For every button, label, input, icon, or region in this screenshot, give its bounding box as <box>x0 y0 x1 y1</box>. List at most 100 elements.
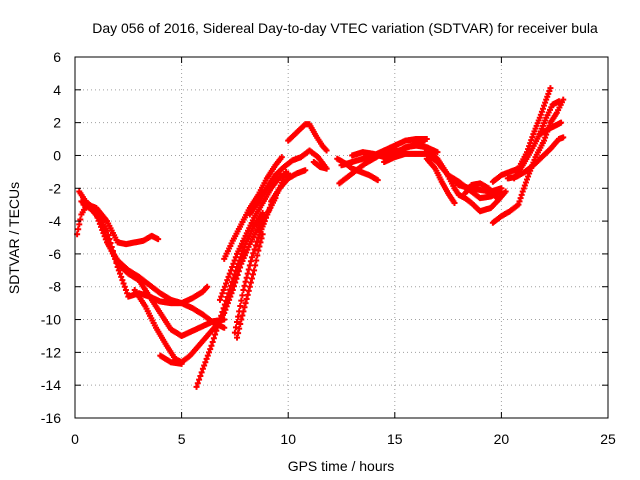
data-point <box>115 267 122 274</box>
data-point <box>221 324 228 331</box>
data-point <box>558 119 565 126</box>
data-point <box>101 228 108 235</box>
y-tick-label: -6 <box>49 246 62 262</box>
y-tick-label: 2 <box>53 115 61 131</box>
data-point <box>539 105 546 112</box>
series-track-15 <box>310 159 330 172</box>
y-tick-label: 6 <box>53 49 61 65</box>
data-point <box>255 247 262 254</box>
data-point <box>323 165 330 172</box>
data-point <box>231 257 238 264</box>
x-tick-label: 10 <box>280 431 296 447</box>
data-point <box>247 279 254 286</box>
data-point <box>230 260 237 267</box>
data-point <box>221 301 228 308</box>
y-tick-label: -10 <box>41 312 61 328</box>
data-point <box>529 134 536 141</box>
data-point <box>248 275 255 282</box>
data-point <box>522 179 529 186</box>
data-point <box>234 334 241 341</box>
series-track-26 <box>511 98 562 182</box>
data-point <box>434 149 441 156</box>
data-point <box>520 185 527 192</box>
data-point <box>203 355 210 362</box>
data-point <box>214 324 221 331</box>
data-point <box>121 283 128 290</box>
data-point <box>519 188 526 195</box>
data-point <box>216 296 223 303</box>
data-point <box>541 102 548 109</box>
data-point <box>283 168 290 175</box>
data-point <box>259 209 266 216</box>
data-point <box>541 137 548 144</box>
data-point <box>204 352 211 359</box>
y-tick-label: -4 <box>49 213 62 229</box>
data-point <box>235 313 242 320</box>
data-point <box>234 319 241 326</box>
data-point <box>218 293 225 300</box>
series-track-12 <box>246 147 330 218</box>
data-point <box>197 372 204 379</box>
data-point <box>226 286 233 293</box>
data-point <box>252 242 259 249</box>
data-point <box>224 294 231 301</box>
data-point <box>560 134 567 141</box>
data-point <box>264 211 271 218</box>
data-point <box>238 297 245 304</box>
data-point <box>525 146 532 153</box>
data-point <box>98 221 105 228</box>
data-point <box>102 232 109 239</box>
data-point <box>246 283 253 290</box>
data-point <box>218 312 225 319</box>
y-tick-label: -16 <box>41 410 61 426</box>
x-tick-label: 25 <box>600 431 616 447</box>
data-point <box>155 236 162 243</box>
data-point <box>229 264 236 271</box>
data-point <box>104 239 111 246</box>
data-point <box>243 296 250 303</box>
series-track-4 <box>80 201 228 339</box>
x-tick-label: 20 <box>494 431 510 447</box>
data-point <box>103 235 110 242</box>
data-point <box>241 244 248 251</box>
data-point <box>227 282 234 289</box>
x-axis-label: GPS time / hours <box>288 458 395 474</box>
series-track-22 <box>423 155 458 207</box>
data-point <box>237 303 244 310</box>
data-point <box>256 243 263 250</box>
data-point <box>225 290 232 297</box>
data-point <box>223 280 230 287</box>
data-point <box>555 98 562 105</box>
data-point <box>259 231 266 238</box>
data-point <box>241 304 248 311</box>
chart-title: Day 056 of 2016, Sidereal Day-to-day VTE… <box>92 20 598 36</box>
data-point <box>236 325 243 332</box>
data-point <box>423 136 430 143</box>
data-point <box>451 200 458 207</box>
data-point <box>226 270 233 277</box>
y-tick-label: -8 <box>49 279 62 295</box>
x-tick-label: 5 <box>178 431 186 447</box>
data-point <box>258 235 265 242</box>
data-point <box>518 191 525 198</box>
data-point <box>232 254 239 261</box>
data-point <box>263 214 270 221</box>
data-point <box>542 99 549 106</box>
data-point <box>202 359 209 366</box>
data-point <box>302 167 309 174</box>
data-point <box>219 309 226 316</box>
data-point <box>198 369 205 376</box>
y-tick-label: -14 <box>41 377 61 393</box>
data-point <box>225 273 232 280</box>
data-point <box>246 262 253 269</box>
series-track-6 <box>157 352 185 367</box>
data-point <box>494 195 501 202</box>
data-point <box>193 383 200 390</box>
data-point <box>374 177 381 184</box>
data-point <box>244 270 251 277</box>
data-point <box>207 346 214 353</box>
plot-frame <box>74 56 609 419</box>
data-point <box>216 316 223 323</box>
data-point <box>196 376 203 383</box>
